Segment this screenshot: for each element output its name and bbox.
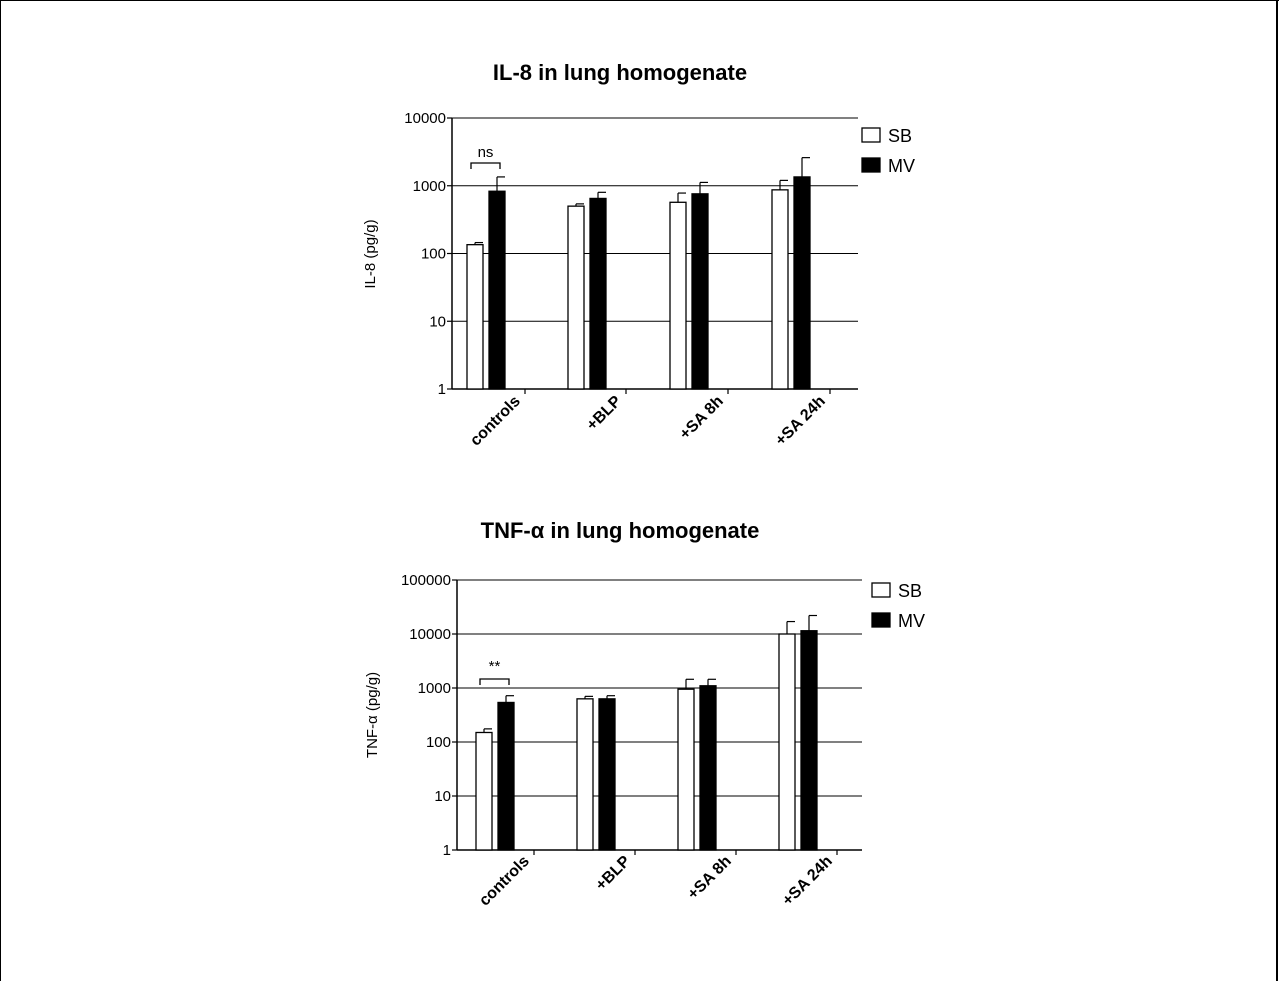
legend-swatch-sb — [861, 127, 881, 143]
category-label: +SA 24h — [772, 393, 829, 450]
y-tick-label: 1000 — [413, 178, 446, 195]
significance-label: ns — [478, 144, 494, 161]
bar-mv — [497, 701, 515, 851]
chart-title: IL-8 in lung homogenate — [493, 60, 747, 85]
y-tick-label: 1 — [438, 381, 446, 398]
y-tick-label: 10 — [429, 313, 446, 330]
category-label: controls — [467, 393, 524, 450]
y-tick-label: 10000 — [409, 626, 451, 643]
y-tick-label: 10 — [434, 788, 451, 805]
category-label: +BLP — [593, 853, 634, 894]
category-label: +BLP — [584, 393, 625, 434]
bar-mv — [488, 190, 506, 390]
bar-sb — [576, 698, 594, 851]
significance-bracket — [479, 678, 510, 685]
y-tick-label: 10000 — [404, 110, 446, 127]
y-tick-label: 1000 — [418, 680, 451, 697]
y-tick-label: 100 — [426, 734, 451, 751]
bar-sb — [677, 688, 695, 851]
significance-bracket — [470, 162, 501, 169]
bar-mv — [800, 630, 818, 851]
bar-mv — [589, 197, 607, 390]
y-axis-label: TNF-α (pg/g) — [364, 672, 381, 758]
category-label: +SA 8h — [677, 393, 727, 443]
bar-sb — [567, 205, 585, 390]
category-label: controls — [476, 853, 533, 910]
bar-sb — [778, 633, 796, 851]
chart-1: IL-8 in lung homogenate 1 10 100 1000 10000 IL… — [362, 60, 915, 449]
chart-title: TNF-α in lung homogenate — [481, 518, 760, 543]
bar-sb — [475, 731, 493, 851]
legend-swatch-mv — [871, 612, 891, 628]
legend-label-mv: MV — [898, 611, 925, 631]
legend-label-mv: MV — [888, 156, 915, 176]
bar-sb — [771, 189, 789, 390]
bar-mv — [691, 193, 709, 390]
significance-label: ** — [489, 658, 501, 675]
legend-label-sb: SB — [888, 126, 912, 146]
category-label: +SA 24h — [779, 853, 836, 910]
figure-frame-right-edge — [1276, 0, 1278, 981]
chart-2: TNF-α in lung homogenate 1 10 100 1000 10000 1… — [364, 518, 925, 909]
legend-swatch-mv — [861, 157, 881, 173]
bar-sb — [669, 201, 687, 390]
category-label: +SA 8h — [685, 853, 735, 903]
legend-swatch-sb — [871, 582, 891, 598]
bar-sb — [466, 244, 484, 390]
y-axis-label: IL-8 (pg/g) — [362, 219, 379, 288]
y-tick-label: 100 — [421, 246, 446, 263]
bar-mv — [598, 698, 616, 851]
y-tick-label: 1 — [443, 842, 451, 859]
y-tick-label: 100000 — [401, 572, 451, 589]
bar-mv — [793, 176, 811, 390]
legend-label-sb: SB — [898, 581, 922, 601]
bar-mv — [699, 685, 717, 851]
